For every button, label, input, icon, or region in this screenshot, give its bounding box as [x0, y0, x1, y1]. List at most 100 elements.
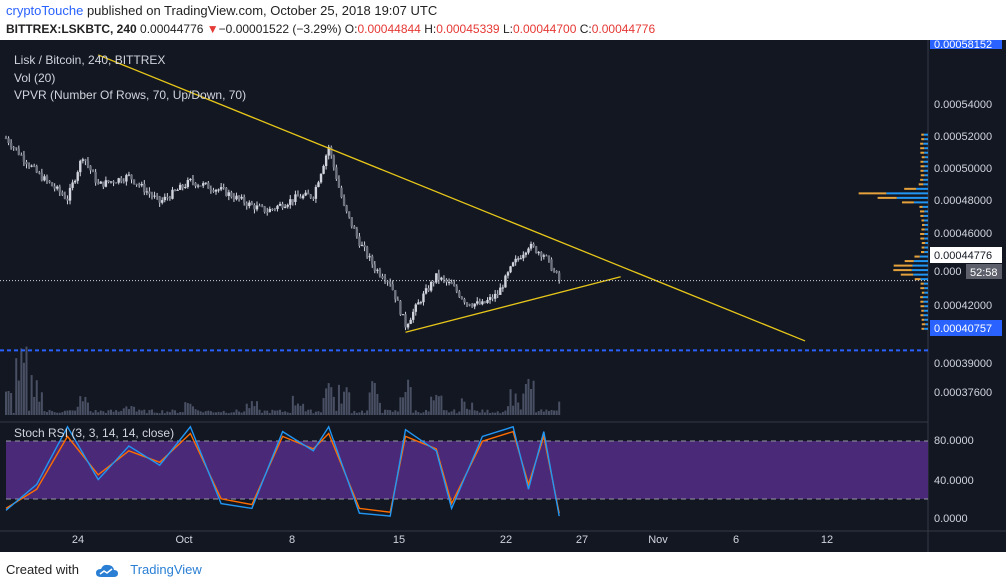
candle-body-22 [61, 192, 64, 195]
candle-body-123 [319, 173, 323, 183]
volume-bar-79 [207, 410, 210, 415]
vpvr-down-row-33 [920, 178, 924, 181]
candle-body-101 [263, 206, 266, 213]
volume-bar-63 [166, 411, 169, 415]
volume-bar-197 [509, 389, 512, 415]
volume-bar-111 [289, 412, 292, 415]
vpvr-up-row-37 [923, 160, 928, 163]
candle-body-96 [250, 202, 254, 205]
candle-body-215 [555, 270, 558, 273]
volume-bar-24 [66, 410, 69, 415]
candle-body-55 [145, 191, 149, 193]
price-chart[interactable]: Lisk / Bitcoin, 240, BITTREX Vol (20) VP… [0, 40, 1006, 552]
volume-bar-27 [74, 410, 77, 415]
volume-bar-170 [440, 395, 443, 415]
vpvr-down-row-34 [920, 174, 925, 177]
candle-body-208 [537, 252, 540, 254]
vpvr-down-row-23 [921, 223, 925, 226]
volume-bar-16 [45, 411, 48, 415]
vpvr-down-row-35 [920, 169, 924, 172]
author-link[interactable]: cryptoTouche [6, 3, 84, 18]
candle-body-32 [86, 160, 90, 166]
volume-bar-72 [189, 403, 192, 415]
candle-body-197 [509, 266, 512, 273]
vpvr-up-row-24 [923, 219, 928, 222]
volume-bar-178 [460, 398, 463, 415]
vpvr-down-row-21 [920, 232, 925, 235]
volume-bar-53 [140, 410, 143, 415]
volume-bar-9 [28, 410, 31, 415]
candle-body-214 [552, 270, 556, 272]
vpvr-down-row-9 [920, 287, 925, 290]
candle-body-59 [155, 195, 159, 197]
candle-body-134 [347, 211, 351, 218]
volume-bar-96 [250, 401, 253, 415]
volume-bar-36 [97, 412, 100, 415]
candle-body-33 [89, 165, 92, 171]
vpvr-down-row-18 [921, 246, 925, 249]
candle-body-177 [458, 291, 461, 297]
candle-body-74 [194, 182, 197, 187]
candle-body-11 [32, 165, 36, 167]
volume-bar-207 [535, 412, 538, 415]
candle-body-90 [235, 195, 238, 200]
candle-body-169 [437, 273, 441, 280]
candle-body-152 [394, 290, 397, 300]
volume-bar-158 [409, 387, 412, 415]
candle-body-5 [17, 148, 21, 155]
volume-bar-70 [184, 402, 187, 415]
volume-bar-100 [261, 412, 264, 415]
candle-body-97 [253, 204, 256, 210]
candle-body-125 [324, 155, 328, 166]
current-price-label: 0.00044776 [934, 250, 992, 262]
volume-bar-86 [225, 412, 228, 415]
vpvr-up-row-6 [923, 300, 928, 303]
candle-body-104 [271, 208, 274, 210]
vpvr-up-row-10 [923, 282, 928, 285]
triangle-down-icon: ▼ [206, 22, 219, 36]
volume-bar-132 [343, 391, 346, 415]
volume-bar-148 [384, 409, 387, 415]
volume-bar-37 [99, 410, 102, 415]
volume-bar-7 [22, 362, 25, 415]
candle-body-189 [488, 297, 492, 300]
volume-bar-167 [432, 400, 435, 415]
vpvr-profile [858, 133, 928, 330]
candle-body-38 [102, 181, 105, 187]
volume-bar-210 [542, 411, 545, 415]
candle-body-88 [230, 192, 233, 198]
volume-bar-67 [176, 412, 179, 415]
candle-body-9 [27, 164, 31, 167]
vpvr-down-row-25 [920, 214, 924, 217]
volume-bar-104 [271, 409, 274, 415]
volume-bar-154 [399, 397, 402, 415]
candle-body-186 [481, 301, 484, 305]
candle-body-112 [291, 199, 295, 202]
volume-bar-57 [150, 409, 153, 415]
candle-body-172 [445, 279, 448, 283]
volume-bar-203 [524, 384, 527, 415]
volume-bar-51 [135, 411, 138, 415]
price-tick-3: 0.00050000 [934, 163, 992, 175]
volume-bar-26 [71, 410, 74, 415]
volume-bar-139 [360, 410, 363, 415]
vpvr-up-row-7 [922, 296, 928, 299]
candle-body-75 [196, 185, 200, 187]
candle-body-70 [184, 187, 187, 189]
vpvr-up-row-18 [924, 246, 928, 249]
candle-body-54 [143, 183, 146, 193]
candle-body-139 [360, 244, 364, 246]
volume-bar-121 [314, 411, 317, 415]
tradingview-link[interactable]: TradingView [130, 562, 202, 577]
candle-body-72 [189, 178, 192, 181]
vpvr-down-row-19 [921, 242, 926, 245]
legend-volume: Vol (20) [14, 71, 55, 85]
candle-body-26 [71, 182, 74, 188]
candle-body-69 [181, 184, 184, 188]
vpvr-up-row-27 [922, 205, 928, 208]
candle-body-66 [173, 189, 177, 191]
price-change: −0.00001522 (−3.29%) [218, 22, 342, 36]
support-price-tag [930, 320, 1002, 336]
candle-body-19 [53, 186, 56, 189]
countdown-label: 52:58 [970, 267, 998, 279]
